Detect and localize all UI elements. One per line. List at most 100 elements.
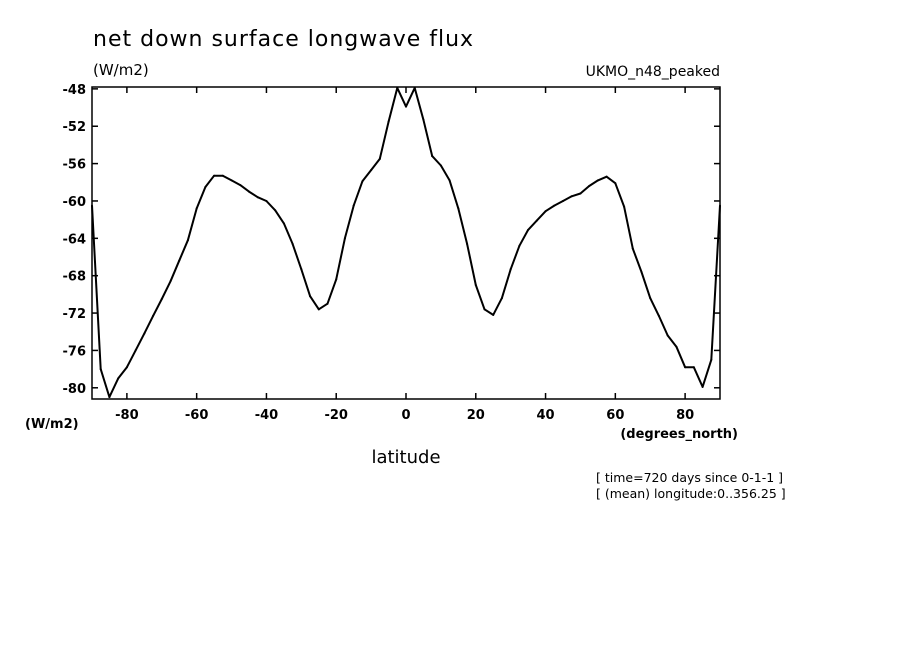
data-point xyxy=(370,169,373,172)
data-point xyxy=(152,314,155,317)
data-point xyxy=(457,207,460,210)
data-point xyxy=(291,242,294,245)
data-point xyxy=(596,179,599,182)
data-point xyxy=(99,368,102,371)
data-point xyxy=(657,314,660,317)
data-point xyxy=(649,297,652,300)
series-line xyxy=(91,86,721,399)
data-point xyxy=(274,209,277,212)
data-point xyxy=(562,199,564,202)
data-point xyxy=(518,244,521,247)
data-point xyxy=(309,295,312,298)
data-point xyxy=(169,280,172,283)
x-units-label: (degrees_north) xyxy=(620,427,738,442)
annotation-time: [ time=720 days since 0-1-1 ] xyxy=(596,470,783,485)
model-label: UKMO_n48_peaked xyxy=(586,64,720,80)
data-point xyxy=(248,190,250,193)
data-point xyxy=(282,222,285,225)
x-tick-label: -60 xyxy=(185,408,209,423)
data-point xyxy=(448,179,451,182)
data-point xyxy=(684,366,687,369)
data-point xyxy=(466,242,469,245)
x-tick-label: 20 xyxy=(467,408,485,423)
data-point xyxy=(422,118,425,121)
data-point xyxy=(143,332,146,335)
data-point xyxy=(605,175,608,178)
data-point xyxy=(570,195,573,198)
data-point xyxy=(108,396,111,399)
data-point xyxy=(265,199,268,202)
data-point xyxy=(483,308,486,311)
data-point xyxy=(413,86,416,89)
x-axis-label: latitude xyxy=(371,447,440,468)
x-tick-label: 40 xyxy=(537,408,555,423)
data-point xyxy=(91,204,93,207)
data-point xyxy=(631,247,634,250)
data-point xyxy=(553,204,556,207)
data-point xyxy=(614,182,617,185)
y-units-bottom: (W/m2) xyxy=(25,417,79,432)
data-point xyxy=(579,192,582,195)
data-point xyxy=(640,270,643,273)
annotation-longitude: [ (mean) longitude:0..356.25 ] xyxy=(596,486,786,501)
data-point xyxy=(623,205,626,208)
data-point xyxy=(221,174,224,177)
data-point xyxy=(178,259,181,262)
x-tick-label: 80 xyxy=(676,408,694,423)
data-point xyxy=(396,86,399,89)
data-point xyxy=(160,298,163,301)
x-tick-label: -80 xyxy=(115,408,139,423)
y-tick-label: -76 xyxy=(63,344,87,359)
data-point xyxy=(500,297,503,300)
series-points xyxy=(91,86,721,399)
y-tick-label: -52 xyxy=(63,120,87,135)
data-point xyxy=(719,204,721,207)
data-point xyxy=(230,179,233,182)
data-point xyxy=(535,219,538,222)
data-point xyxy=(387,120,390,123)
data-point xyxy=(431,155,434,158)
y-tick-label: -72 xyxy=(63,307,87,322)
data-point xyxy=(675,345,678,348)
data-point xyxy=(256,196,259,199)
data-point xyxy=(125,366,128,369)
x-axis: -80 -60 -40 -20 0 20 40 60 80 xyxy=(115,87,694,423)
data-point xyxy=(710,358,713,361)
data-point xyxy=(186,239,189,242)
data-point xyxy=(239,184,242,187)
y-tick-label: -68 xyxy=(63,270,87,285)
data-point xyxy=(195,207,198,210)
x-tick-label: 0 xyxy=(401,408,410,423)
data-point xyxy=(405,105,407,108)
data-point xyxy=(544,210,547,213)
y-tick-label: -48 xyxy=(63,83,87,98)
data-point xyxy=(692,366,695,369)
y-tick-label: -64 xyxy=(63,232,87,247)
x-tick-label: -40 xyxy=(255,408,279,423)
y-axis-label: (W/m2) xyxy=(93,61,149,79)
data-point xyxy=(378,157,381,160)
data-point xyxy=(134,349,137,352)
data-point xyxy=(317,308,320,311)
data-point xyxy=(492,313,495,316)
data-point xyxy=(439,164,442,167)
data-point xyxy=(361,180,364,183)
data-point xyxy=(527,228,530,231)
x-tick-label: -20 xyxy=(324,408,348,423)
data-point xyxy=(701,385,704,388)
chart-title: net down surface longwave flux xyxy=(93,27,474,52)
y-axis: -48 -52 -56 -60 -64 -68 -72 -76 -80 xyxy=(63,83,720,397)
data-point xyxy=(509,268,512,271)
data-point xyxy=(300,268,303,271)
data-point xyxy=(343,237,346,240)
data-point xyxy=(352,204,355,207)
y-tick-label: -80 xyxy=(63,382,87,397)
data-point xyxy=(335,278,338,281)
data-point xyxy=(326,302,329,305)
data-point xyxy=(204,185,207,188)
data-point xyxy=(588,185,591,188)
data-point xyxy=(213,174,216,177)
data-point xyxy=(666,334,669,337)
data-point xyxy=(474,284,477,287)
